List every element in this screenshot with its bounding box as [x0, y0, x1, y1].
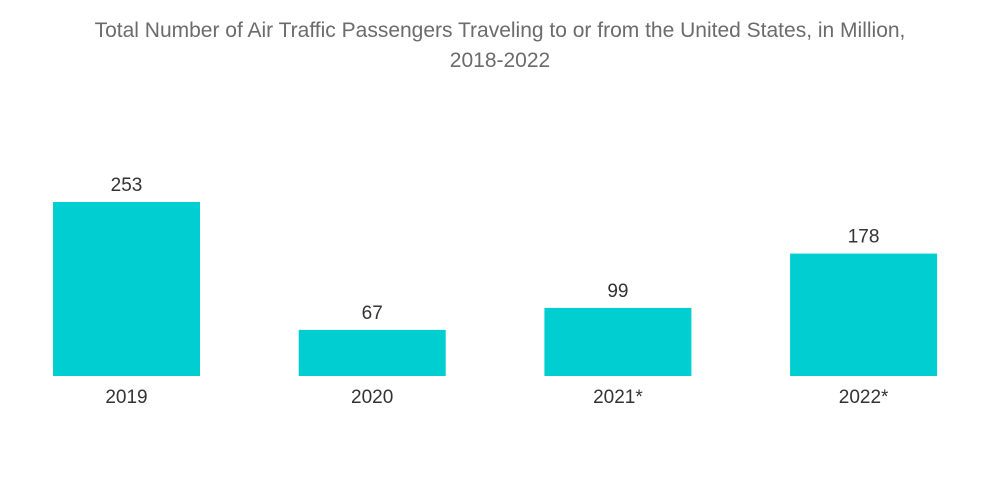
value-label-2019: 253: [111, 175, 143, 196]
chart-title-line-2: 2018-2022: [449, 49, 551, 72]
chart-title-line-1: Total Number of Air Traffic Passengers T…: [94, 19, 906, 42]
bar-2020: [298, 329, 446, 376]
value-label-2020: 67: [362, 303, 383, 324]
bar-2022: [790, 253, 938, 376]
category-label-2019: 2019: [105, 387, 147, 408]
value-label-2022: 178: [848, 227, 880, 248]
bar-2021: [544, 307, 692, 376]
category-label-2020: 2020: [351, 387, 393, 408]
bars-group: [53, 202, 938, 376]
category-label-2022: 2022*: [839, 387, 889, 408]
category-label-2021: 2021*: [593, 387, 643, 408]
value-label-2021: 99: [607, 281, 628, 302]
chart-title: Total Number of Air Traffic Passengers T…: [0, 16, 1000, 76]
value-labels-group: 253 67 99 178: [111, 175, 880, 324]
category-labels-group: 2019 2020 2021* 2022*: [105, 387, 889, 408]
bar-2019: [53, 202, 200, 376]
